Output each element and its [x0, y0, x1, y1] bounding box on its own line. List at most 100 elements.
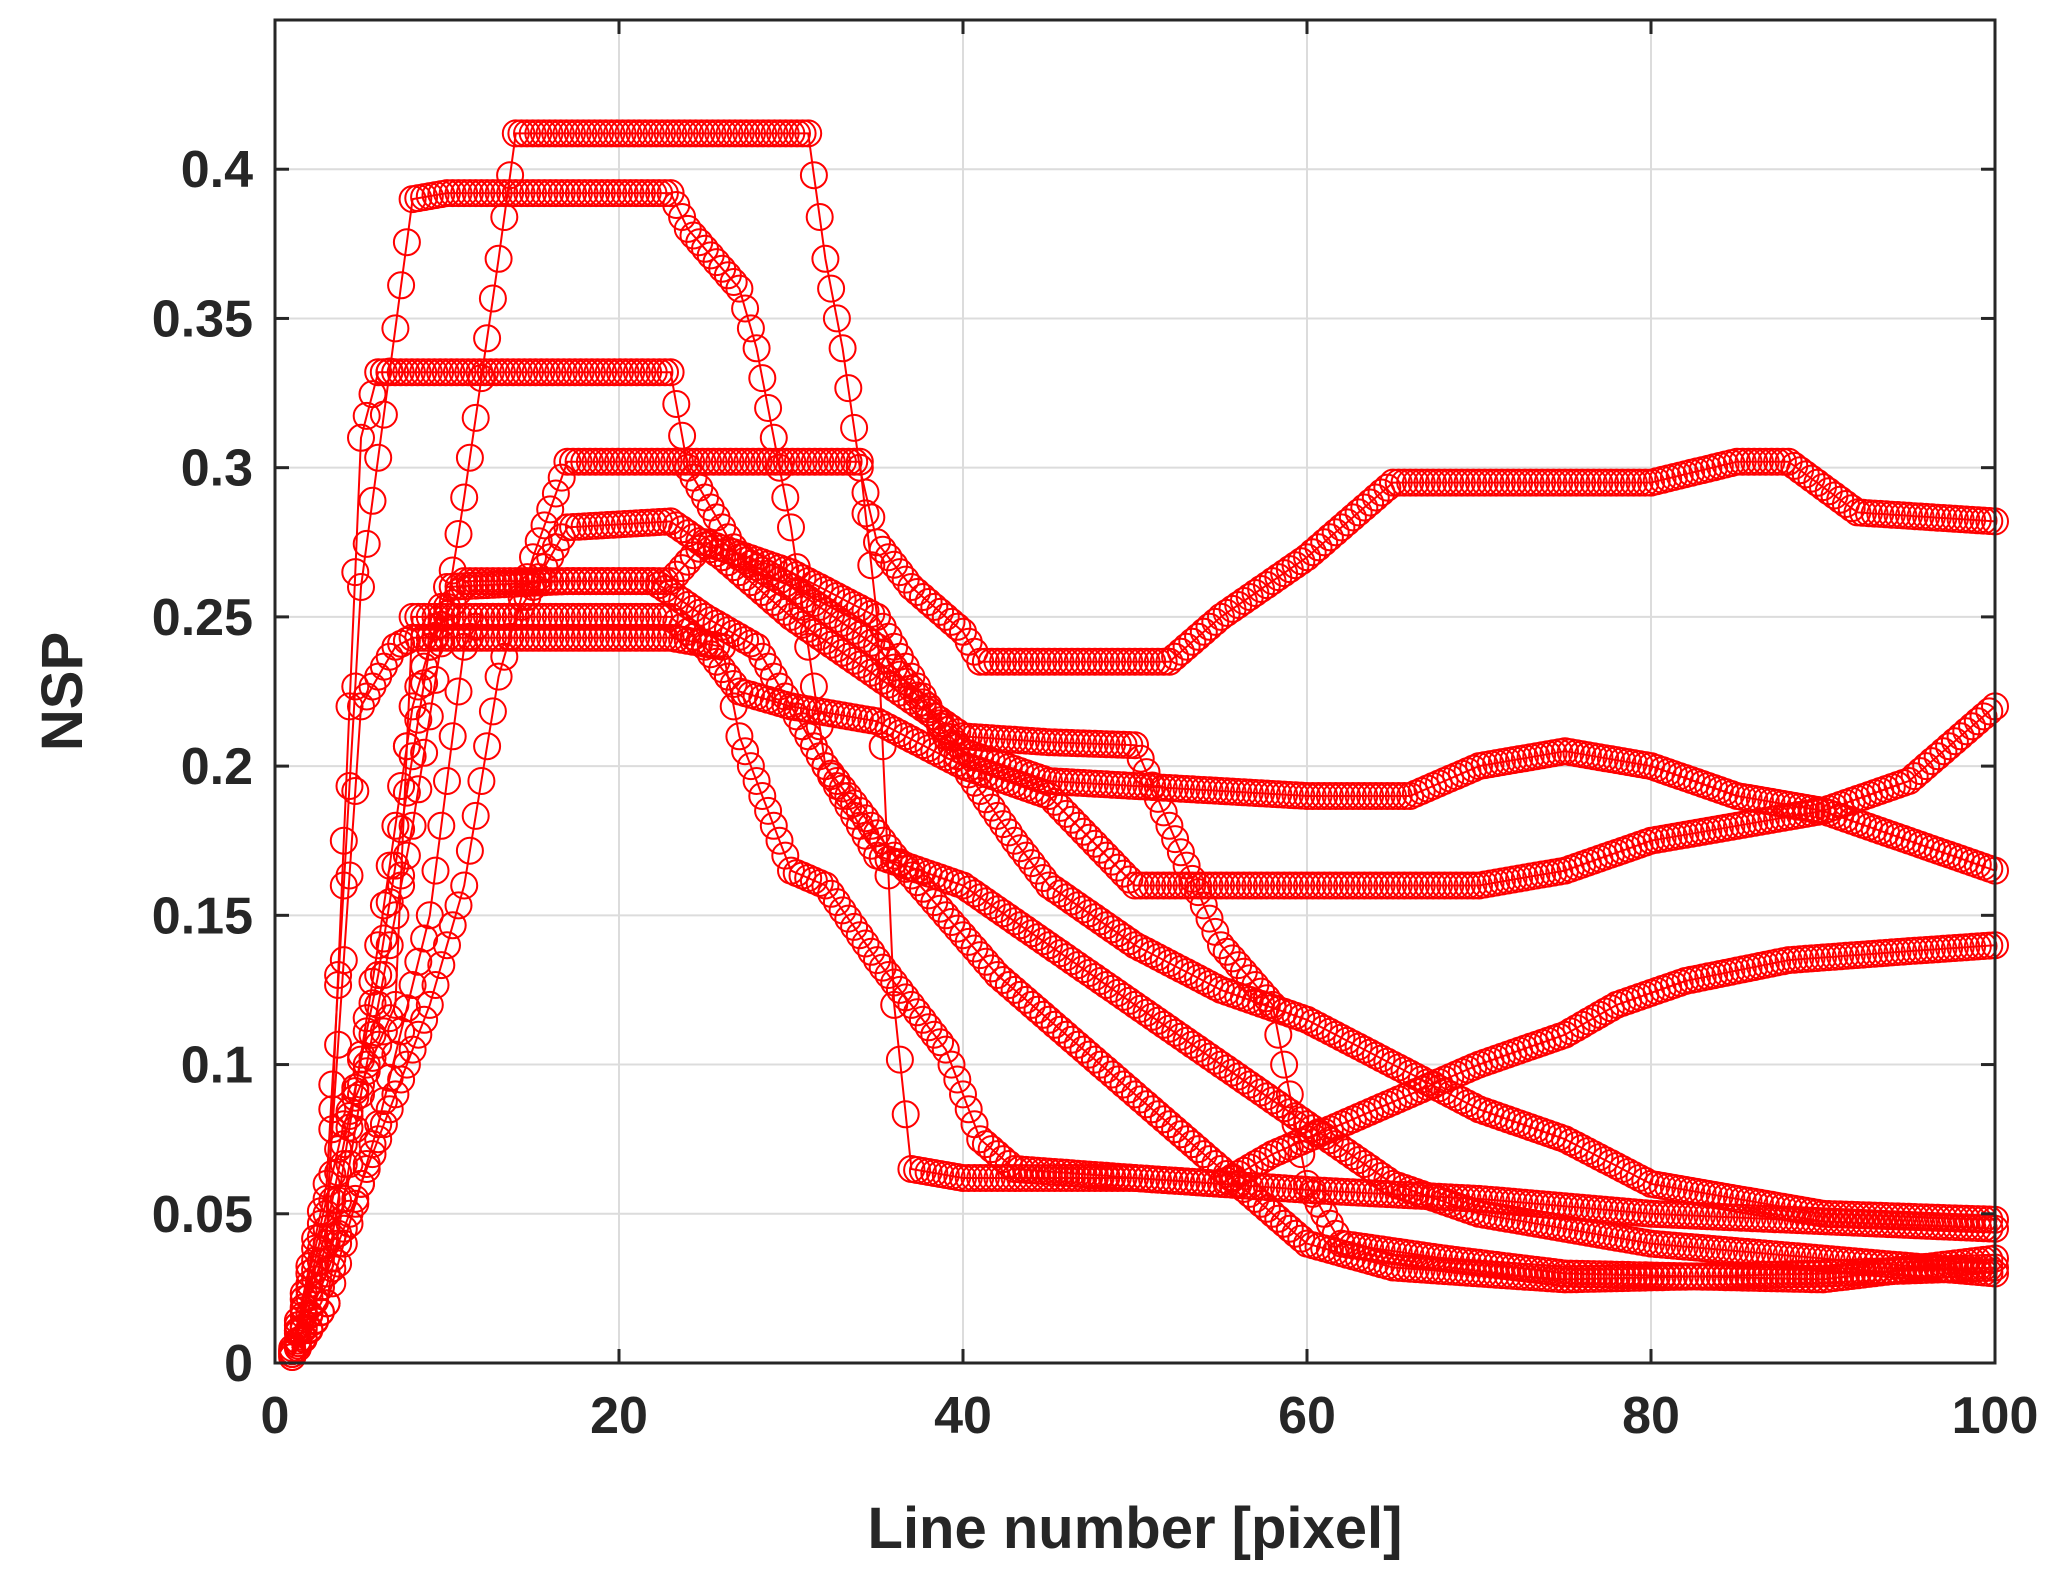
data-point	[564, 567, 593, 596]
data-point	[1820, 1200, 1849, 1229]
data-point	[1315, 1115, 1344, 1144]
data-point	[903, 578, 932, 606]
data-point	[358, 989, 387, 1018]
data-point	[1562, 1265, 1591, 1294]
data-point	[1321, 518, 1350, 547]
data-point	[1207, 1155, 1235, 1183]
data-point	[392, 1050, 421, 1079]
data-point	[632, 447, 661, 476]
data-point	[634, 358, 663, 387]
data-point	[754, 796, 783, 825]
data-point	[1052, 799, 1081, 828]
data-point	[1602, 1264, 1631, 1293]
data-point	[1327, 871, 1356, 900]
data-point	[1161, 642, 1190, 671]
data-point	[937, 1050, 966, 1079]
data-point	[863, 946, 891, 975]
data-point	[414, 358, 443, 387]
data-point	[1344, 498, 1373, 527]
data-point	[582, 567, 611, 596]
y-axis-ticks: 0 0.05 0.1 0.15 0.2 0.25 0.3 0.35 0.4	[152, 141, 1995, 1393]
data-point	[777, 513, 805, 542]
data-point	[1591, 468, 1620, 497]
data-point	[1533, 468, 1562, 497]
data-point	[576, 179, 605, 208]
data-point	[553, 567, 582, 596]
data-point	[547, 602, 576, 631]
data-point	[450, 483, 479, 512]
data-point	[731, 737, 760, 766]
data-point	[1379, 871, 1407, 900]
data-point	[575, 447, 604, 476]
data-point	[1017, 990, 1046, 1019]
data-point	[710, 447, 739, 476]
data-point	[1012, 1164, 1041, 1192]
data-point	[387, 772, 416, 800]
data-point	[1700, 1262, 1729, 1290]
data-point	[1356, 871, 1385, 900]
data-point	[501, 567, 530, 596]
data-point	[461, 403, 490, 432]
data-point	[949, 1164, 977, 1192]
data-point	[1419, 871, 1448, 900]
data-point	[639, 602, 668, 631]
data-point	[564, 179, 593, 208]
data-point	[1149, 798, 1178, 827]
data-point	[840, 912, 869, 941]
data-point	[587, 447, 616, 476]
data-point	[1012, 647, 1041, 676]
data-point	[1000, 1164, 1029, 1192]
data-point	[1929, 737, 1958, 766]
data-point	[1023, 995, 1052, 1024]
data-point	[1000, 647, 1029, 676]
data-point	[369, 891, 398, 920]
data-point	[715, 119, 744, 148]
data-point	[318, 1244, 347, 1273]
data-point	[863, 819, 891, 848]
data-point	[1046, 728, 1075, 757]
data-point	[1774, 1260, 1803, 1289]
data-point	[1940, 1204, 1969, 1233]
data-point	[437, 358, 466, 387]
data-point	[681, 119, 710, 148]
data-point	[994, 971, 1023, 999]
data-point	[1912, 752, 1941, 781]
data-point	[541, 119, 570, 148]
data-point	[398, 971, 427, 999]
data-point	[490, 179, 519, 208]
data-point	[1189, 891, 1218, 920]
data-point	[1963, 707, 1992, 736]
data-point	[1367, 782, 1396, 810]
data-point	[455, 836, 484, 865]
data-point	[659, 119, 688, 148]
data-point	[289, 1313, 318, 1342]
data-point	[759, 588, 788, 616]
data-point	[983, 647, 1012, 676]
data-point	[392, 778, 421, 807]
data-point	[1012, 841, 1041, 870]
data-point	[1333, 871, 1362, 900]
data-point	[626, 447, 655, 476]
data-point	[1132, 871, 1161, 900]
data-point	[1545, 468, 1574, 497]
data-point	[636, 119, 665, 148]
data-point	[1293, 871, 1321, 900]
data-point	[1350, 493, 1379, 522]
data-point	[1677, 1262, 1706, 1291]
data-point	[1069, 647, 1098, 676]
data-point	[1866, 1201, 1895, 1230]
data-point	[433, 931, 461, 960]
data-point	[1619, 1263, 1648, 1292]
data-point	[1935, 1255, 1964, 1284]
data-point	[966, 647, 995, 676]
data-point	[1035, 1164, 1063, 1192]
data-point	[1637, 1263, 1665, 1292]
data-point	[627, 602, 656, 631]
data-point	[461, 602, 490, 631]
data-point	[1763, 1260, 1792, 1289]
data-point	[1270, 1050, 1299, 1079]
data-point	[1304, 533, 1333, 562]
data-point	[725, 274, 754, 303]
data-point	[662, 390, 691, 418]
data-point	[553, 602, 582, 631]
